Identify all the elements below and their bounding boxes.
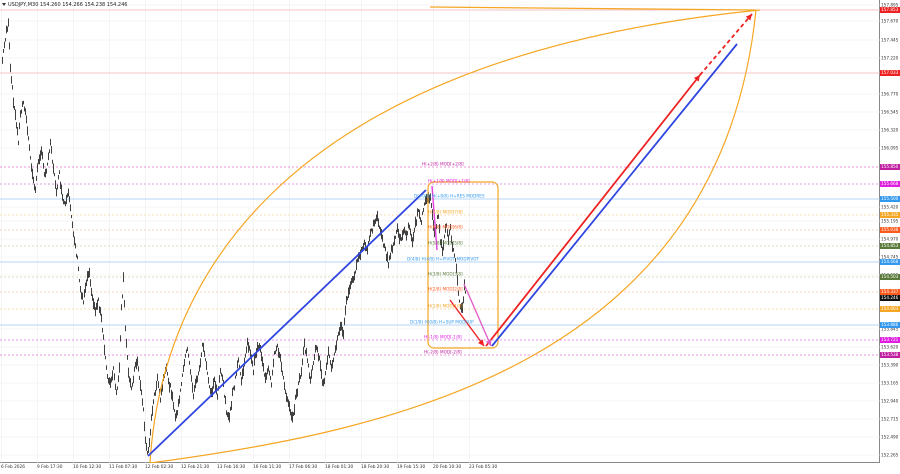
price-level-badge: 154.503 [880, 274, 900, 280]
price-axis[interactable]: 157.895 157.670 157.445 157.220 156.770 156.5… [880, 0, 900, 463]
price-tick-label: 152.265 [881, 452, 899, 458]
time-tick-label: 10 Feb 12:30 [73, 465, 102, 470]
level-label: H(6/8) MOD[6/8] [428, 224, 463, 230]
price-tick-label: 156.545 [881, 109, 899, 115]
level-label: H(7/8) MOD[7/8] [428, 209, 463, 215]
price-level-badge: 153.886 [880, 322, 900, 328]
level-label: D(1/8) H(0/8) H+SUP MODSUP [410, 319, 474, 325]
arrow-head-icon [745, 14, 752, 21]
arc-top-edge [429, 6, 757, 11]
time-tick-label: 9 Feb 17:30 [37, 465, 63, 470]
price-tick-label: 153.390 [881, 362, 899, 368]
price-level-badge: 157.033 [880, 70, 900, 76]
price-tick-label: 156.095 [881, 145, 899, 151]
price-level-badge: 153.721 [880, 337, 900, 343]
price-tick-label: 157.895 [881, 2, 899, 8]
price-tick-label: 152.490 [881, 434, 899, 440]
level-label: D(+0/8) H(+8/8) H+RES MODRES [414, 193, 485, 199]
arrow-head-icon [478, 339, 484, 346]
price-tick-label: 157.220 [881, 55, 899, 61]
forecast-box [427, 181, 499, 349]
time-tick-label: 18 Feb 20:30 [361, 465, 390, 470]
forecast-arrow-pink-down [463, 283, 492, 347]
price-level-badge: 155.668 [880, 181, 900, 187]
price-tick-label: 153.845 [881, 326, 899, 332]
price-tick-label: 154.745 [881, 254, 899, 260]
price-tick-label: 153.165 [881, 380, 899, 386]
price-level-badge: 154.853 [880, 243, 900, 249]
level-label: H(1/8) MOD[1/8] [428, 303, 463, 309]
price-tick-label: 156.320 [881, 127, 899, 133]
time-tick-label: 17 Feb 06:30 [289, 465, 318, 470]
price-tick-label: 155.195 [881, 218, 899, 224]
price-tick-label: 153.620 [881, 344, 899, 350]
price-level-badge: 154.668 [880, 259, 900, 265]
price-level-badge: 154.003 [880, 306, 900, 312]
time-tick-label: 6 Feb 2026 [1, 465, 26, 470]
trend-line-blue-right [491, 43, 738, 347]
forecast-arrow-red [485, 74, 701, 347]
price-tick-label: 152.940 [881, 398, 899, 404]
time-tick-label: 13 Feb 16:30 [217, 465, 246, 470]
price-tick-label: 152.715 [881, 416, 899, 422]
level-label: H(+2/8) MOD[+2/8] [422, 161, 464, 167]
level-label: H(3/8) MOD[3/8] [428, 271, 463, 277]
price-chart[interactable] [0, 0, 880, 463]
time-axis[interactable]: 6 Feb 2026 9 Feb 17:30 10 Feb 12:30 11 Feb … [0, 463, 880, 474]
trend-line-blue-left [147, 189, 427, 457]
forecast-arrow-red-down [449, 299, 485, 347]
price-tick-label: 156.770 [881, 91, 899, 97]
price-level-badge: 155.850 [880, 164, 900, 170]
time-tick-label: 12 Feb 02:30 [145, 465, 174, 470]
level-label: H(-2/8) MOD[-2/8] [424, 349, 462, 355]
magenta-drop-line [431, 185, 438, 251]
time-tick-label: 16 Feb 11:30 [253, 465, 282, 470]
arc-inner [149, 9, 757, 463]
level-label: H(-1/8) MOD[-1/8] [424, 334, 462, 340]
arrow-head-icon [485, 339, 492, 346]
time-tick-label: 20 Feb 10:30 [433, 465, 462, 470]
time-tick-label: 12 Feb 21:30 [181, 465, 210, 470]
time-tick-label: 19 Feb 15:30 [397, 465, 426, 470]
time-tick-label: 11 Feb 07:30 [109, 465, 138, 470]
price-level-badge: 155.500 [880, 196, 900, 202]
price-tick-label: 155.420 [881, 204, 899, 210]
symbol-ohlc: USDJPY,M30 154.260 154.266 154.238 154.2… [8, 2, 128, 8]
price-tick-label: 157.445 [881, 37, 899, 43]
chart-area[interactable]: USDJPY,M30 154.260 154.266 154.238 154.2… [0, 0, 880, 463]
time-tick-label: 23 Feb 05:30 [469, 465, 498, 470]
collapse-triangle-icon[interactable] [2, 3, 6, 6]
price-level-badge: 155.335 [880, 212, 900, 218]
level-label: H(+1/8) MOD[+1/8] [428, 178, 470, 184]
price-level-badge: 155.038 [880, 227, 900, 233]
level-label: H(2/8) MOD[2/8] [428, 286, 463, 292]
price-level-badge: 157.853 [880, 7, 900, 13]
arrow-head-icon [693, 75, 700, 82]
price-level-badge: 153.538 [880, 352, 900, 358]
price-tick-label: 154.970 [881, 236, 899, 242]
level-label: D(4/8) H(4/8) H+PIVOT MODPIVOT [407, 256, 479, 262]
price-level-badge: 154.246 [880, 295, 900, 301]
forecast-arrow-red-dashed [699, 13, 753, 76]
symbol-info: USDJPY,M30 154.260 154.266 154.238 154.2… [2, 2, 127, 8]
arc-outer [149, 9, 761, 463]
level-label: H(5/8) MOD[5/8] [428, 240, 463, 246]
time-tick-label: 18 Feb 01:30 [325, 465, 354, 470]
price-tick-label: 157.670 [881, 18, 899, 24]
price-level-badge: 154.337 [880, 289, 900, 295]
